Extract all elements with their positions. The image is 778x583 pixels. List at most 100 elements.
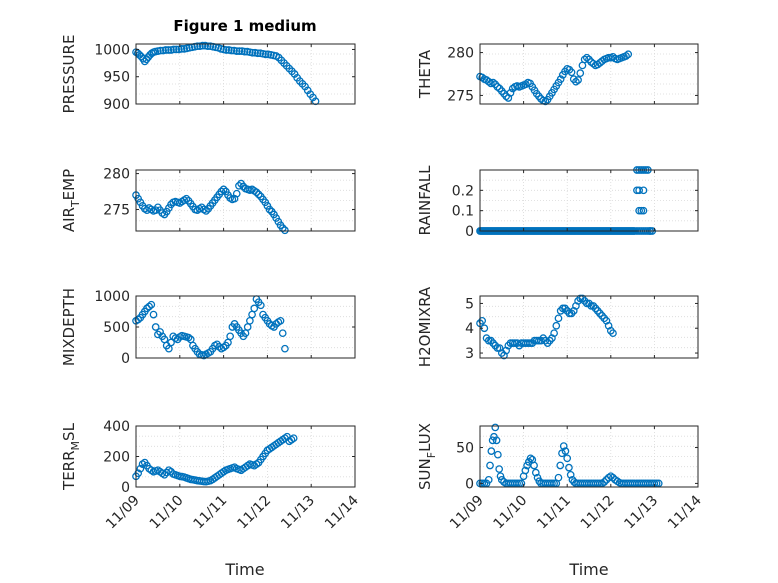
panel-5-data-point — [143, 304, 151, 313]
panel-6-y-tick-label: 3 — [465, 346, 474, 362]
panel-3-data-point — [252, 188, 261, 197]
panel-7-x-tick-label: 11/11 — [191, 493, 231, 533]
panel-3-data-point — [182, 194, 191, 203]
panel-4-axes-box — [479, 169, 699, 232]
panel-6-y-tick-label: 5 — [465, 296, 474, 312]
panel-4-y-tick-label: 0.2 — [452, 183, 474, 199]
panel-7-y-tick-label: 400 — [103, 419, 130, 435]
panel-1-data-point — [240, 47, 249, 56]
panel-8-data-point — [487, 447, 496, 455]
panel-8-y-tick-label: 50 — [456, 441, 474, 457]
panel-7-x-tick-label: 11/09 — [103, 493, 143, 533]
panel-4-data-point — [639, 186, 648, 195]
panel-1-y-axis-label: PRESSURE — [60, 35, 78, 114]
panel-8-data-point — [495, 465, 504, 473]
panel-4-data-point — [635, 206, 643, 215]
panel-2-data-point — [556, 75, 565, 83]
panel-5-y-axis-label: MIXDEPTH — [60, 288, 78, 366]
panel-5-data-point — [184, 333, 193, 342]
panel-7-data-point — [160, 470, 169, 479]
panel-1-axes-box — [135, 43, 356, 105]
panel-8-x-tick-label: 11/12 — [578, 493, 618, 533]
panel-3-data-point — [281, 226, 289, 235]
panel-3-data-point — [265, 205, 274, 214]
panel-2-data-point — [624, 50, 633, 59]
panel-2-data-point — [541, 97, 550, 106]
panel-5-data-point — [145, 302, 153, 311]
x-axis-label-right: Time — [568, 560, 608, 579]
panel-8-data-point — [565, 463, 573, 472]
panel-2-data-point — [580, 55, 589, 64]
panel-8-data-point — [526, 454, 535, 463]
panel-3-data-point — [235, 181, 243, 190]
panel-8-data-point — [494, 450, 502, 459]
panel-7-data-point — [289, 434, 298, 443]
panel-1-y-tick-label: 1000 — [94, 42, 130, 58]
panel-8-data-point — [554, 473, 563, 482]
panel-1-data-point — [177, 45, 186, 53]
panel-7-y-tick-label: 0 — [121, 480, 130, 496]
panel-3-y-tick-label: 275 — [103, 202, 130, 218]
panel-4-y-tick-label: 0 — [465, 224, 474, 240]
panel-1-y-tick-label: 950 — [103, 70, 130, 86]
panel-8-data-point — [521, 466, 530, 475]
panel-8-x-tick-label: 11/10 — [491, 493, 531, 533]
panel-8-x-tick-label: 11/13 — [621, 493, 661, 533]
panel-2-y-axis-label: THETA — [416, 49, 434, 99]
panel-5-data-point — [149, 310, 158, 319]
panel-8-data-point — [484, 475, 493, 484]
panel-2-data-point — [506, 89, 515, 97]
panel-5-data-point — [256, 301, 265, 310]
panel-5-data-point — [219, 343, 228, 352]
panel-1-data-point — [161, 46, 170, 54]
panel-6-axes-box — [479, 295, 699, 359]
panel-4-y-tick-label: 0.1 — [452, 204, 474, 220]
panel-6-data-point — [493, 344, 502, 352]
panel-2-axes-box — [479, 43, 699, 105]
panel-5-data-point — [281, 344, 289, 353]
panel-4-data-point — [635, 186, 643, 195]
panel-8-data-point — [491, 423, 500, 432]
panel-2-data-point — [582, 53, 591, 62]
panel-8-data-point — [488, 436, 497, 445]
panel-6-data-point — [478, 316, 487, 325]
panel-3-data-point — [217, 187, 226, 196]
panel-5-data-point — [156, 328, 164, 336]
panel-6-data-point — [552, 321, 561, 330]
panel-1-data-point — [203, 42, 212, 51]
panel-8-data-point — [561, 447, 570, 455]
panel-3-data-point — [232, 189, 241, 198]
panel-2-data-point — [572, 77, 580, 86]
panel-7-x-tick-label: 11/13 — [278, 493, 318, 533]
panel-5-y-tick-label: 500 — [103, 320, 130, 336]
panel-7-y-tick-label: 200 — [103, 450, 130, 466]
panel-1-data-point — [232, 47, 241, 55]
panel-7-x-tick-label: 11/12 — [234, 493, 274, 533]
panel-1-data-point — [235, 47, 244, 55]
panel-7-data-point — [136, 464, 145, 473]
panel-6-data-point — [609, 329, 617, 338]
panel-8-data-point — [530, 461, 538, 470]
panel-5-y-tick-label: 0 — [121, 351, 130, 367]
panel-1-data-point — [193, 42, 202, 51]
panel-5-data-point — [147, 300, 156, 309]
panel-7-y-axis-label: TERRMSL — [60, 422, 82, 491]
panel-1-data-point — [172, 45, 181, 54]
panel-8-data-point — [559, 442, 568, 450]
panel-2-data-point — [574, 76, 582, 84]
panel-2-data-point — [576, 69, 585, 77]
panel-3-data-point — [202, 207, 210, 215]
panel-8-axes-box — [479, 425, 699, 488]
figure-title: Figure 1 medium — [173, 17, 316, 35]
panel-6-y-tick-label: 4 — [465, 321, 474, 337]
panel-3-axes-box — [135, 169, 356, 232]
panel-1-data-point — [222, 46, 231, 54]
panel-3-y-tick-label: 280 — [103, 167, 130, 183]
panel-7-data-point — [134, 469, 143, 478]
panel-8-data-point — [496, 472, 505, 481]
panel-1-data-point — [261, 50, 270, 59]
panel-4-y-axis-label: RAINFALL — [416, 165, 434, 236]
panel-1-data-point — [198, 41, 207, 50]
panel-5-data-point — [278, 329, 287, 338]
